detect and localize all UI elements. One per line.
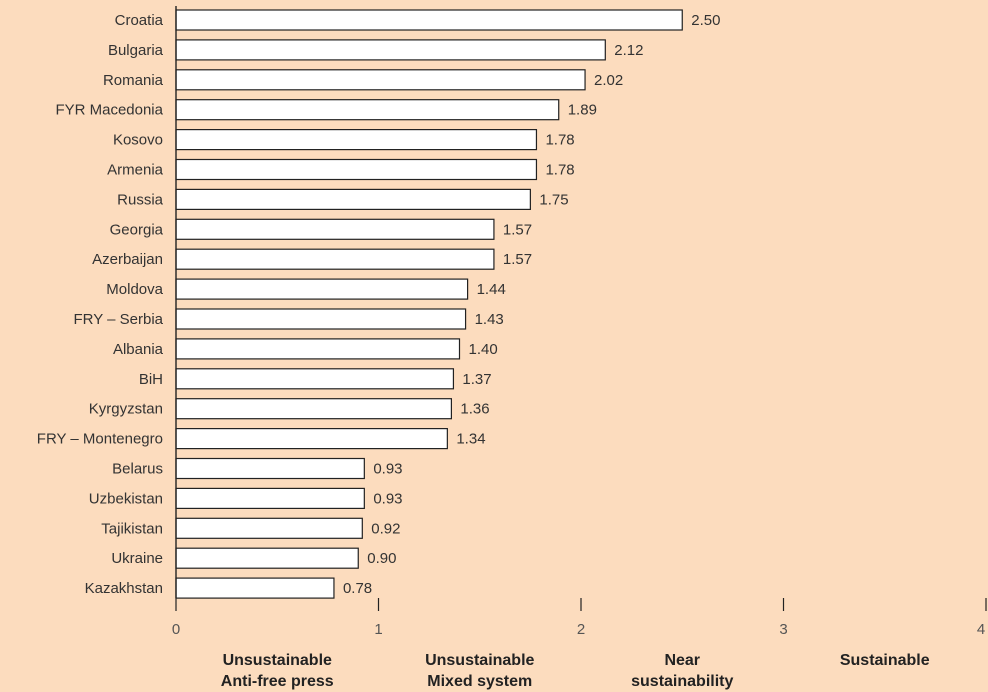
x-tick-label: 2 xyxy=(577,621,585,638)
category-label: Belarus xyxy=(112,461,163,478)
value-label: 0.92 xyxy=(371,520,400,537)
category-label: Croatia xyxy=(115,12,164,29)
category-label: Azerbaijan xyxy=(92,251,163,268)
category-label: Kosovo xyxy=(113,132,163,149)
category-label: FRY – Serbia xyxy=(74,311,164,328)
bars-group: Croatia 2.50 Bulgaria 2.12 Romania 2.02 FYR Ma… xyxy=(37,9,720,599)
category-label: Tajikistan xyxy=(101,520,163,537)
category-label: Uzbekistan xyxy=(89,490,163,507)
bar xyxy=(175,577,335,599)
category-label: FYR Macedonia xyxy=(55,102,163,119)
value-label: 1.75 xyxy=(539,191,568,208)
value-label: 1.78 xyxy=(545,162,574,179)
bar xyxy=(175,99,560,121)
band-label: Unsustainable xyxy=(425,652,534,669)
axes-group: 0 1 2 3 4 xyxy=(172,6,987,638)
category-label: FRY – Montenegro xyxy=(37,431,163,448)
bar xyxy=(175,308,467,330)
value-label: 1.57 xyxy=(503,221,532,238)
band-label: Mixed system xyxy=(427,673,532,690)
bar xyxy=(175,158,538,181)
value-label: 1.36 xyxy=(460,401,489,418)
bar xyxy=(175,69,586,91)
value-label: 1.89 xyxy=(568,102,597,119)
bar xyxy=(175,547,359,569)
band-label: Near xyxy=(664,652,700,669)
x-tick-label: 4 xyxy=(977,621,985,638)
bar xyxy=(175,248,495,270)
bar xyxy=(175,218,495,240)
bar xyxy=(175,428,448,450)
value-label: 1.44 xyxy=(477,281,506,298)
band-label: Unsustainable xyxy=(223,652,332,669)
bar xyxy=(175,188,531,210)
category-label: Romania xyxy=(103,72,164,89)
category-label: Moldova xyxy=(106,281,163,298)
category-label: Albania xyxy=(113,341,164,358)
x-tick-label: 1 xyxy=(374,621,382,638)
bar xyxy=(175,278,469,300)
band-label: Sustainable xyxy=(840,652,930,669)
value-label: 2.50 xyxy=(691,12,720,29)
category-label: Kazakhstan xyxy=(85,580,163,597)
bar xyxy=(175,517,363,539)
category-label: BiH xyxy=(139,371,163,388)
band-label: Anti-free press xyxy=(221,673,334,690)
value-label: 1.78 xyxy=(545,132,574,149)
value-label: 0.78 xyxy=(343,580,372,597)
category-label: Armenia xyxy=(107,162,164,179)
value-label: 2.12 xyxy=(614,42,643,59)
bar xyxy=(175,39,606,61)
bar xyxy=(175,129,538,151)
bar xyxy=(175,398,452,420)
value-label: 0.93 xyxy=(373,461,402,478)
value-label: 1.43 xyxy=(475,311,504,328)
value-label: 0.90 xyxy=(367,550,396,567)
value-label: 0.93 xyxy=(373,490,402,507)
bar xyxy=(175,9,683,31)
value-label: 1.40 xyxy=(469,341,498,358)
category-label: Kyrgyzstan xyxy=(89,401,163,418)
category-label: Russia xyxy=(117,191,164,208)
bar xyxy=(175,368,455,390)
value-label: 1.57 xyxy=(503,251,532,268)
bar xyxy=(175,338,461,360)
value-label: 1.37 xyxy=(462,371,491,388)
band-labels-group: Unsustainable Anti-free press Unsustainabl… xyxy=(221,652,930,690)
value-label: 1.34 xyxy=(456,431,485,448)
band-label: sustainability xyxy=(631,673,733,690)
x-tick-label: 3 xyxy=(779,621,787,638)
value-label: 2.02 xyxy=(594,72,623,89)
bar xyxy=(175,457,365,480)
x-tick-label: 0 xyxy=(172,621,180,638)
bar xyxy=(175,487,365,509)
category-label: Bulgaria xyxy=(108,42,164,59)
category-label: Ukraine xyxy=(111,550,163,567)
category-label: Georgia xyxy=(110,221,164,238)
